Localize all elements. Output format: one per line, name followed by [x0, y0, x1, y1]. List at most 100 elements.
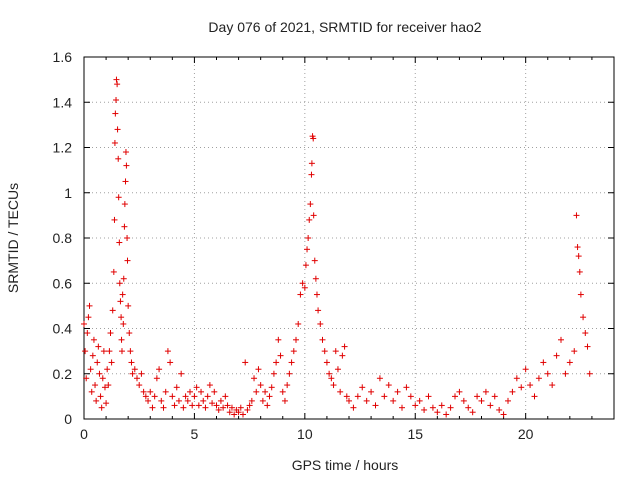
- data-point: [350, 404, 357, 411]
- data-point: [482, 388, 489, 395]
- data-point: [334, 366, 341, 373]
- data-point: [237, 404, 244, 411]
- data-point: [279, 388, 286, 395]
- data-point: [222, 393, 229, 400]
- y-tick-label: 1.6: [53, 49, 73, 65]
- data-point: [288, 359, 295, 366]
- data-point: [113, 76, 120, 83]
- data-point: [89, 352, 96, 359]
- data-point: [189, 402, 196, 409]
- data-point: [99, 375, 106, 382]
- data-point: [88, 388, 95, 395]
- data-point: [341, 343, 348, 350]
- data-point: [255, 366, 262, 373]
- x-tick-label: 10: [297, 426, 313, 442]
- data-point: [337, 388, 344, 395]
- data-point: [304, 246, 311, 253]
- data-point: [118, 314, 125, 321]
- y-tick-label: 0.4: [53, 321, 73, 337]
- data-point: [549, 382, 556, 389]
- x-tick-label: 5: [191, 426, 199, 442]
- data-point: [500, 411, 507, 418]
- data-point: [173, 384, 180, 391]
- x-tick-label: 20: [518, 426, 534, 442]
- y-axis-title: SRMTID / TECUs: [5, 183, 21, 293]
- data-point: [96, 370, 103, 377]
- data-point: [156, 366, 163, 373]
- data-point: [302, 262, 309, 269]
- data-point: [127, 348, 134, 355]
- data-point: [317, 320, 324, 327]
- data-point: [123, 162, 130, 169]
- data-point: [121, 223, 128, 230]
- data-point: [182, 393, 189, 400]
- data-point: [136, 382, 143, 389]
- y-tick-label: 0: [64, 411, 72, 427]
- data-point: [209, 400, 216, 407]
- data-point: [115, 155, 122, 162]
- data-point: [149, 404, 156, 411]
- data-point: [108, 359, 115, 366]
- data-point: [571, 348, 578, 355]
- data-point: [95, 343, 102, 350]
- data-point: [308, 171, 315, 178]
- data-point: [460, 397, 467, 404]
- data-point: [244, 406, 251, 413]
- data-point: [187, 388, 193, 395]
- data-point: [195, 402, 202, 409]
- y-axis-tick-labels: 0 0.2 0.4 0.6 0.8 1 1.2 1.4 1.6: [53, 49, 73, 427]
- data-point: [416, 397, 423, 404]
- data-point: [540, 359, 547, 366]
- data-point: [235, 409, 242, 416]
- data-point: [240, 411, 246, 418]
- data-point: [346, 397, 352, 404]
- data-point: [191, 393, 198, 400]
- data-point: [376, 375, 383, 382]
- data-point: [107, 330, 114, 337]
- data-point: [142, 393, 149, 400]
- data-point: [284, 382, 291, 389]
- data-point: [122, 149, 129, 156]
- data-point: [113, 96, 120, 103]
- x-axis-tick-labels: 0 5 10 15 20: [80, 426, 534, 442]
- data-point: [128, 359, 135, 366]
- data-point: [577, 291, 584, 298]
- data-point: [312, 275, 319, 282]
- data-point: [308, 160, 315, 167]
- axis-ticks: [83, 56, 614, 420]
- data-point: [443, 411, 450, 418]
- data-point: [98, 404, 105, 411]
- data-point: [275, 336, 282, 343]
- data-point: [220, 404, 227, 411]
- data-point: [110, 268, 117, 275]
- y-tick-label: 0.8: [53, 230, 73, 246]
- data-point: [224, 402, 231, 409]
- data-point: [217, 397, 224, 404]
- data-point: [120, 275, 127, 282]
- data-points: [81, 76, 593, 418]
- data-point: [111, 216, 118, 223]
- data-point: [295, 320, 302, 327]
- data-point: [305, 235, 312, 241]
- data-point: [206, 382, 213, 389]
- data-point: [580, 314, 587, 321]
- data-point: [266, 393, 273, 400]
- data-point: [339, 352, 346, 359]
- data-point: [204, 393, 211, 400]
- data-point: [496, 406, 503, 413]
- data-point: [248, 397, 255, 404]
- data-point: [193, 384, 200, 391]
- data-point: [169, 393, 176, 400]
- data-point: [368, 388, 375, 395]
- y-tick-label: 0.2: [53, 366, 73, 382]
- data-point: [582, 330, 589, 337]
- data-point: [242, 359, 249, 366]
- data-point: [215, 406, 222, 413]
- data-point: [330, 382, 337, 389]
- data-point: [116, 280, 123, 287]
- data-point: [213, 402, 220, 409]
- data-point: [270, 370, 277, 377]
- data-point: [277, 352, 284, 359]
- data-point: [306, 216, 313, 223]
